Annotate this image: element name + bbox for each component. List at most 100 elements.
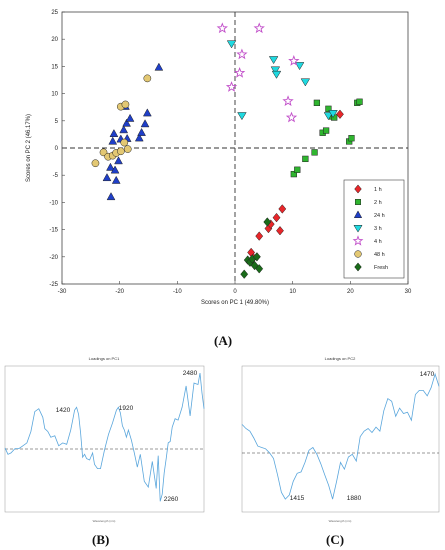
x-tick-label: -20 [115,289,124,295]
point-48h [91,159,100,168]
point-4h [288,55,300,66]
x-tick-label: 20 [347,289,354,295]
legend-box [343,179,405,279]
point-24h [119,125,129,134]
point-3h [270,66,281,75]
legend-label-48h: 48 h [374,252,385,258]
y-tick-label: -5 [53,173,59,179]
loading-line-pc1 [4,373,205,502]
point-fresh [255,264,264,274]
point-24h [109,129,119,137]
point-1h [255,231,264,241]
point-24h [106,162,115,171]
point-3h [328,110,338,118]
peak-label-1920: 1920 [119,405,134,412]
point-4h [233,66,246,78]
point-4h [225,81,238,92]
loadings-pc1-plot: Loadings on PC1 Wavelength (nm) 1420 192… [4,356,205,523]
peak-label-1470: 1470 [420,371,435,378]
point-fresh [250,260,259,271]
x-tick-label: 0 [233,289,237,295]
loadings-pc2-plot: Loadings on PC2 Wavelength (nm) 1470 141… [241,356,440,523]
point-2h [322,127,330,134]
point-2h [325,105,332,112]
y-tick-label: 10 [51,92,58,98]
point-fresh [263,217,272,227]
y-tick-label: 0 [55,146,59,152]
peak-label-2480: 2480 [183,370,198,377]
point-2h [311,149,318,156]
point-24h [106,192,116,201]
point-24h [125,113,135,122]
x-tick-label: -10 [173,289,182,295]
point-48h [121,100,130,109]
legend-marker-2h [355,199,361,205]
point-fresh [240,269,249,279]
legend-label-2h: 2 h [374,200,382,206]
point-24h [108,136,118,145]
point-48h [123,145,132,153]
peak-label-1420: 1420 [56,407,71,414]
point-2h [294,166,301,173]
legend-marker-1h [354,184,362,194]
legend-label-4h: 4 h [374,239,382,245]
legend-label-24h: 24 h [374,213,385,219]
point-24h [137,127,146,136]
score-points [91,22,363,279]
y-tick-label: 20 [51,37,58,43]
point-1h [336,109,344,119]
point-24h [102,173,112,182]
legend-marker-24h [353,210,363,218]
point-2h [356,98,363,105]
legend-marker-fresh [354,262,362,272]
y-tick-label: 5 [55,119,59,125]
y-tick-label: -25 [49,282,58,288]
point-24h [111,175,121,184]
axis-ticks: -30 -20 -10 0 10 20 30 -25 -20 -15 -10 -5 0 5 10 15 20 25 [49,10,412,295]
point-4h [216,22,228,34]
point-24h [134,133,144,142]
panel-label-c: (C) [326,532,345,547]
x-tick-label: -30 [58,289,67,295]
point-24h [142,108,152,117]
point-4h [236,48,248,60]
panel-c-xlabel: Wavelength (nm) [329,519,352,523]
point-3h [300,78,311,87]
point-3h [268,56,279,65]
point-48h [116,147,125,156]
legend-marker-48h [354,250,362,258]
pca-score-plot: -30 -20 -10 0 10 20 30 -25 -20 -15 -10 -5 0 5 10 15 20 25… [26,10,412,306]
point-2h [302,155,309,163]
point-48h [120,138,129,147]
point-1h [278,204,287,214]
panel-b-xlabel: Wavelength (nm) [93,519,116,523]
legend-label-1h: 1 h [374,187,382,193]
point-4h [285,111,298,123]
point-2h [348,135,355,142]
peak-label-1880: 1880 [347,495,362,502]
plot-frame-b [4,365,205,513]
legend-marker-4h [352,235,364,246]
point-3h [294,62,305,71]
point-24h [140,119,150,128]
point-48h [143,74,152,83]
panel-c-title: Loadings on PC2 [325,356,356,361]
peak-label-2260: 2260 [164,496,179,503]
point-1h [272,212,281,223]
loading-line-pc2 [241,372,440,500]
point-1h [276,225,284,236]
x-tick-label: 30 [405,289,412,295]
point-fresh [252,252,261,262]
point-24h [114,156,123,165]
point-3h [226,40,237,49]
peak-label-1415: 1415 [290,495,305,502]
point-2h [313,99,321,106]
panel-label-a: (A) [214,333,233,348]
point-24h [154,62,164,71]
y-tick-label: -15 [49,228,58,234]
legend-label-fresh: Fresh [374,265,388,271]
point-3h [323,112,334,121]
point-3h [237,112,247,121]
legend-label-3h: 3 h [374,226,382,232]
